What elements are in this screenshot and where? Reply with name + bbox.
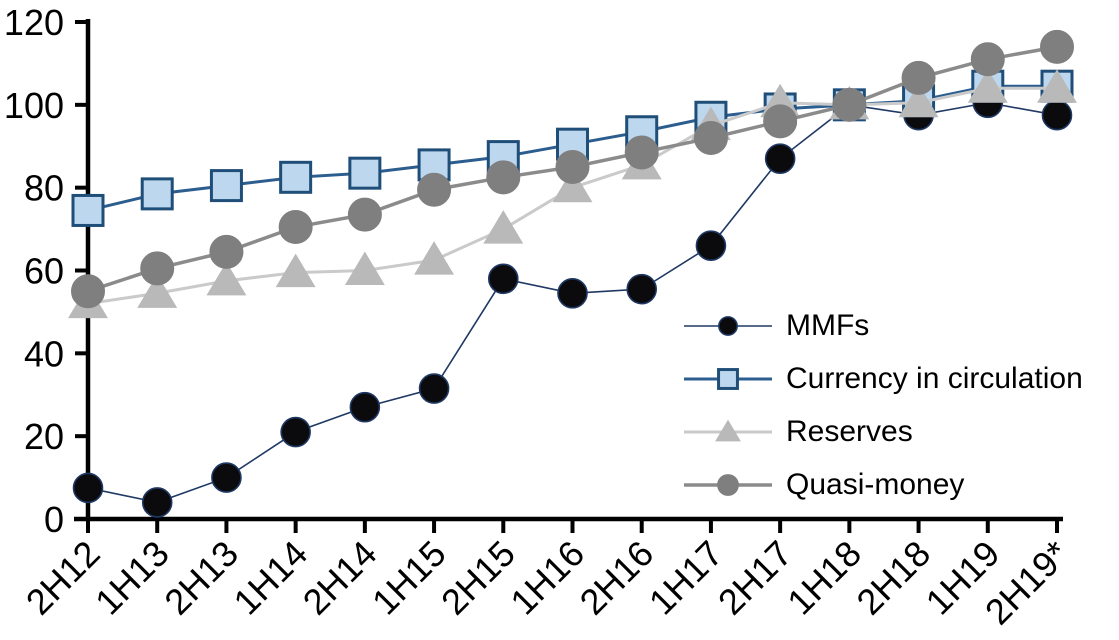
marker: [970, 42, 1005, 77]
y-tick-label: 120: [4, 2, 64, 43]
marker: [418, 373, 450, 404]
marker: [71, 274, 105, 309]
marker: [901, 60, 936, 95]
marker: [898, 83, 939, 118]
marker: [552, 168, 593, 203]
marker: [764, 143, 796, 174]
y-tick-label: 80: [24, 168, 64, 209]
legend-item-currency-in-circulation: Currency in circulation: [684, 352, 1083, 405]
marker: [1037, 69, 1077, 103]
y-tick-label: 40: [24, 333, 64, 374]
mmfs-legend-marker-icon: [684, 315, 772, 336]
marker: [695, 230, 727, 261]
marker: [279, 160, 313, 194]
y-tick-label: 100: [4, 85, 64, 126]
x-tick-label: 2H17: [710, 533, 800, 623]
x-tick-label: 1H14: [225, 533, 315, 623]
y-tick-label: 60: [24, 251, 64, 292]
marker: [206, 261, 247, 296]
marker: [483, 210, 524, 244]
x-tick-label: 1H18: [779, 533, 869, 623]
marker: [278, 210, 313, 245]
x-tick-label: 1H13: [87, 533, 177, 623]
y-tick-label: 20: [24, 416, 64, 457]
x-tick-label: 2H18: [848, 533, 938, 623]
marker: [557, 277, 588, 309]
marker: [555, 149, 590, 184]
marker: [349, 391, 381, 423]
y-tick-label: 0: [44, 499, 64, 540]
legend-label-currency-in-circulation: Currency in circulation: [786, 361, 1083, 395]
legend: MMFs Currency in circulation Reserves Qu…: [684, 299, 1083, 511]
marker: [967, 69, 1008, 103]
marker: [72, 472, 104, 504]
x-tick-label: 2H13: [156, 533, 246, 623]
series-quasi-money: [71, 29, 1074, 309]
marker: [626, 273, 658, 305]
legend-label-reserves: Reserves: [786, 414, 913, 448]
marker: [209, 234, 244, 269]
marker: [280, 416, 311, 448]
marker: [140, 251, 175, 286]
marker: [1040, 29, 1074, 64]
marker: [718, 315, 738, 336]
x-tick-label: 2H12: [18, 533, 108, 623]
marker: [715, 419, 741, 441]
reserves-legend-marker-icon: [684, 419, 772, 441]
x-tick-label: 1H16: [502, 533, 592, 623]
marker: [347, 197, 382, 232]
legend-label-mmfs: MMFs: [786, 308, 870, 342]
legend-item-quasi-money: Quasi-money: [684, 458, 1083, 511]
marker: [486, 160, 521, 195]
x-tick-label: 1H17: [641, 533, 731, 623]
x-tick-label: 2H15: [433, 533, 523, 623]
marker: [693, 120, 728, 155]
marker: [71, 193, 105, 227]
x-tick-label: 2H16: [572, 533, 662, 623]
x-tick-label: 1H15: [364, 533, 454, 623]
marker: [414, 241, 455, 275]
marker: [141, 487, 173, 518]
currency-legend-marker-icon: [684, 367, 772, 390]
marker: [344, 251, 385, 286]
marker: [763, 104, 798, 139]
marker: [417, 172, 452, 207]
legend-item-mmfs: MMFs: [684, 299, 1083, 352]
marker: [275, 253, 316, 288]
marker: [1041, 99, 1073, 131]
legend-label-quasi-money: Quasi-money: [786, 467, 965, 501]
marker: [624, 135, 659, 170]
marker: [140, 177, 174, 211]
legend-item-reserves: Reserves: [684, 405, 1083, 458]
x-tick-label: 2H14: [295, 533, 385, 623]
marker: [209, 169, 243, 203]
marker: [211, 462, 242, 493]
marker: [717, 367, 739, 390]
marker: [717, 473, 739, 496]
marker: [832, 87, 867, 122]
marker: [348, 156, 382, 190]
marker: [137, 274, 178, 308]
quasi-money-legend-marker-icon: [684, 473, 772, 496]
marker: [487, 263, 519, 295]
